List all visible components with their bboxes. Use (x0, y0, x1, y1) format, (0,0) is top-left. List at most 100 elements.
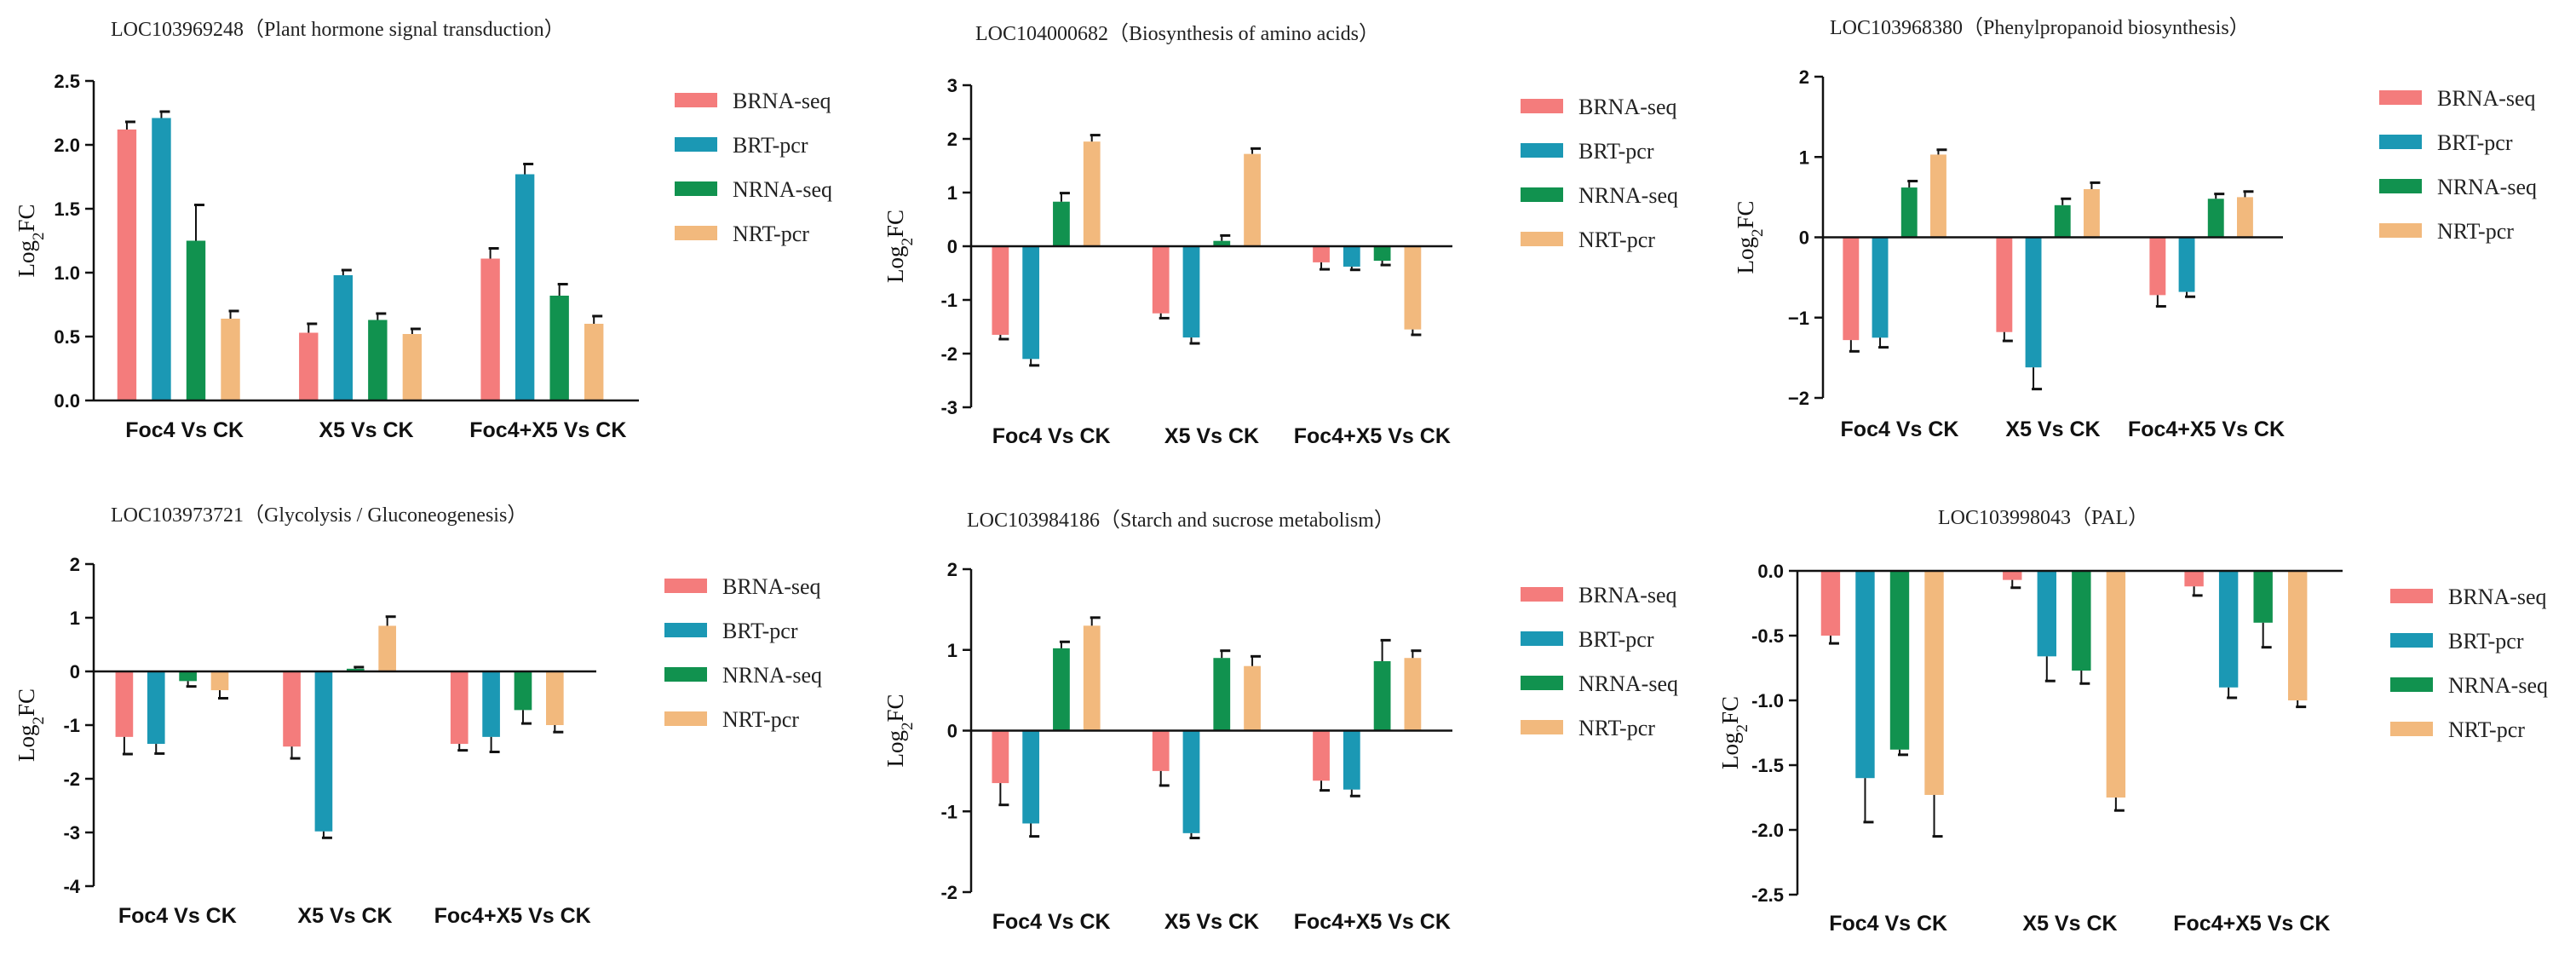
bar-nrna-seq (2054, 204, 2071, 238)
y-tick-label: -1.0 (1751, 690, 1784, 711)
bar-brna-seq (1313, 246, 1330, 262)
bar-brna-seq (992, 730, 1009, 784)
bar-brna-seq (117, 130, 137, 400)
chart-panel-2: LOC104000682（Biosynthesis of amino acids… (883, 23, 1678, 448)
bar-brna-seq (283, 671, 301, 747)
category-label: Foc4+X5 Vs CK (2173, 912, 2330, 936)
y-tick-label: -1 (940, 290, 957, 311)
legend-swatch (675, 226, 717, 240)
legend-label: BRT-pcr (722, 619, 798, 643)
bar-brna-seq (299, 332, 319, 400)
legend-swatch (1521, 720, 1563, 734)
y-axis-label: Log2FC (1717, 696, 1751, 769)
y-axis-label: Log2FC (14, 204, 48, 277)
legend-label: NRT-pcr (2437, 219, 2514, 244)
category-label: Foc4+X5 Vs CK (2128, 418, 2285, 441)
y-tick-label: 0 (947, 236, 957, 257)
bar-brt-pcr (2178, 237, 2195, 292)
category-label: Foc4+X5 Vs CK (1294, 910, 1451, 934)
bar-nrt-pcr (2237, 197, 2253, 238)
bar-nrt-pcr (1404, 658, 1422, 731)
bar-nrt-pcr (402, 334, 423, 400)
chart-title: LOC104000682（Biosynthesis of amino acids… (975, 23, 1379, 45)
chart-panel-3: LOC103968380（Phenylpropanoid biosynthesi… (1733, 17, 2537, 441)
legend-label: BRT-pcr (1578, 139, 1654, 164)
y-tick-label: 2 (947, 559, 957, 580)
legend-swatch (1521, 232, 1563, 246)
legend-swatch (2390, 633, 2433, 648)
bar-brt-pcr (1855, 571, 1875, 779)
y-tick-label: -1 (63, 715, 80, 736)
bar-brt-pcr (1343, 246, 1360, 267)
legend-label: NRT-pcr (1578, 227, 1655, 252)
category-label: Foc4 Vs CK (992, 910, 1111, 934)
y-tick-label: 1.5 (54, 199, 80, 220)
legend-swatch (664, 579, 707, 593)
legend-swatch (2390, 722, 2433, 736)
legend-label: NRT-pcr (1578, 716, 1655, 740)
legend-label: NRT-pcr (722, 707, 799, 732)
bar-nrt-pcr (2288, 571, 2308, 700)
chart-title: LOC103973721（Glycolysis / Gluconeogenesi… (111, 504, 527, 527)
legend-swatch (2379, 179, 2422, 193)
legend-label: NRNA-seq (1578, 183, 1678, 208)
y-tick-label: -3 (940, 397, 957, 418)
bar-brt-pcr (1182, 246, 1200, 338)
bar-nrna-seq (346, 668, 365, 671)
y-axis-label: Log2FC (14, 688, 48, 762)
bar-nrt-pcr (210, 671, 229, 691)
legend-swatch (664, 667, 707, 682)
legend-swatch (2390, 677, 2433, 692)
legend-swatch (664, 623, 707, 637)
category-label: X5 Vs CK (1164, 910, 1259, 934)
bar-nrna-seq (2253, 571, 2273, 623)
legend-swatch (675, 137, 717, 152)
legend-swatch (675, 93, 717, 107)
y-tick-label: 2 (70, 554, 80, 575)
bar-brt-pcr (152, 118, 171, 400)
y-tick-label: -2 (940, 343, 957, 365)
legend-swatch (664, 711, 707, 726)
y-tick-label: 2 (947, 129, 957, 150)
y-tick-label: 2.5 (54, 71, 80, 92)
bar-nrna-seq (1889, 571, 1910, 750)
legend-label: BRNA-seq (1578, 95, 1677, 119)
y-axis-label: Log2FC (883, 210, 917, 283)
bar-nrna-seq (1053, 201, 1070, 246)
bar-nrna-seq (1900, 187, 1918, 238)
category-label: Foc4 Vs CK (1829, 912, 1947, 936)
chart-title: LOC103998043（PAL） (1938, 507, 2148, 529)
legend-label: BRT-pcr (2437, 130, 2513, 155)
bar-nrna-seq (368, 320, 388, 400)
bar-brt-pcr (1022, 730, 1040, 824)
legend-swatch (1521, 187, 1563, 202)
bar-nrna-seq (549, 296, 569, 400)
bar-brt-pcr (1022, 246, 1040, 360)
y-tick-label: 1.0 (54, 262, 80, 284)
legend-swatch (1521, 143, 1563, 158)
legend-swatch (2379, 223, 2422, 238)
bar-nrt-pcr (378, 625, 396, 671)
y-tick-label: -2.5 (1751, 884, 1784, 906)
y-tick-label: -0.5 (1751, 625, 1784, 647)
bar-brna-seq (1152, 246, 1170, 314)
bar-brt-pcr (2025, 237, 2042, 368)
category-label: X5 Vs CK (2022, 912, 2117, 936)
category-label: Foc4+X5 Vs CK (469, 418, 626, 442)
bar-nrt-pcr (221, 319, 240, 400)
bar-nrna-seq (186, 240, 206, 400)
bar-nrna-seq (2207, 199, 2224, 238)
y-tick-label: −1 (1788, 308, 1809, 329)
bar-brt-pcr (333, 275, 353, 400)
bar-brna-seq (992, 246, 1009, 335)
bar-brna-seq (115, 671, 134, 737)
legend-label: BRNA-seq (2437, 86, 2536, 111)
legend-label: NRNA-seq (2448, 673, 2548, 698)
y-tick-label: -2 (940, 882, 957, 903)
legend-label: BRT-pcr (733, 133, 808, 158)
bar-nrna-seq (2072, 571, 2091, 671)
legend-label: BRNA-seq (1578, 583, 1677, 608)
legend-label: BRT-pcr (1578, 627, 1654, 652)
y-tick-label: -1.5 (1751, 755, 1784, 776)
legend-swatch (675, 181, 717, 196)
